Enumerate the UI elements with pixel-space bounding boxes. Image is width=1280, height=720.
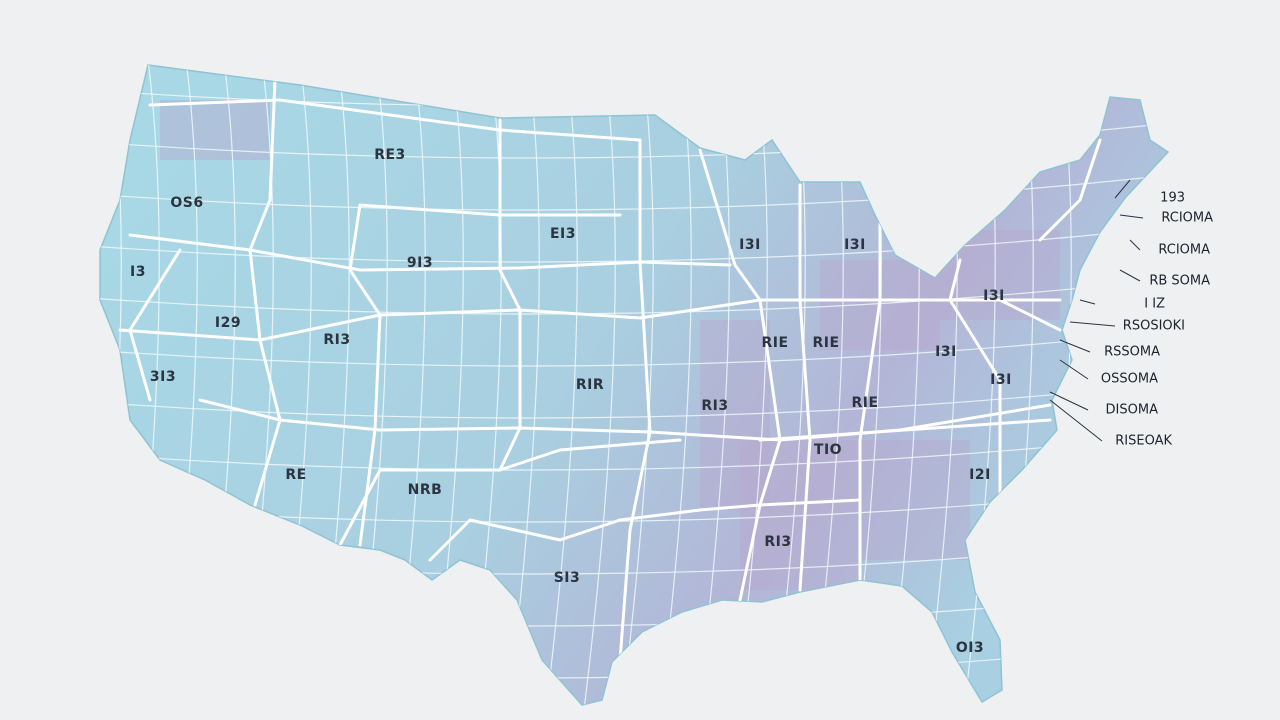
state-border xyxy=(498,118,522,472)
state-label: SI3 xyxy=(554,570,581,586)
region-tint xyxy=(860,440,970,560)
callout-line xyxy=(1069,321,1116,327)
state-label: I3I xyxy=(844,237,866,253)
state-border xyxy=(618,498,862,522)
road-line xyxy=(100,329,1168,367)
callout-line xyxy=(1129,239,1141,251)
callout-label: DISOMA xyxy=(1106,403,1159,418)
callout-line xyxy=(1059,359,1089,380)
road-line xyxy=(100,65,122,705)
labels: RE3 OS6 EI3 9I3 I3I I3I I3 I29 RI3 I3I RIE RIE I3I 3I… xyxy=(130,147,1213,656)
state-label: RIR xyxy=(576,377,604,393)
state-border xyxy=(938,298,1062,332)
road-line xyxy=(100,433,1168,471)
callout-label: RSOSIOKI xyxy=(1123,319,1185,334)
state-label: EI3 xyxy=(550,226,576,242)
state-border xyxy=(948,258,1002,502)
road-line xyxy=(621,65,654,705)
state-label: RI3 xyxy=(323,332,350,348)
state-border xyxy=(128,233,732,272)
state-label: I3I xyxy=(990,372,1012,388)
road-line xyxy=(100,641,1168,679)
state-label: I3I xyxy=(935,344,957,360)
callout-label: I IZ xyxy=(1144,297,1165,312)
callout-label: RCIOMA xyxy=(1161,211,1213,226)
state-border xyxy=(128,248,182,402)
callout-label: RSSOMA xyxy=(1104,345,1160,360)
state-label: NRB xyxy=(408,482,443,498)
state-label: OS6 xyxy=(170,195,203,211)
state-label: RI3 xyxy=(764,534,791,550)
callout-line xyxy=(1119,269,1141,282)
road-line xyxy=(583,65,616,705)
state-border xyxy=(248,78,282,507)
callout-line xyxy=(1119,214,1144,219)
region-tint xyxy=(160,100,270,160)
state-label: I3I xyxy=(739,237,761,253)
callout-label: OSSOMA xyxy=(1101,372,1158,387)
callout-line xyxy=(1059,339,1091,353)
state-label: RI3 xyxy=(701,398,728,414)
state-label: RE3 xyxy=(374,147,406,163)
state-label: I3 xyxy=(130,264,146,280)
state-border xyxy=(758,418,1052,442)
callout-label: RB SOMA xyxy=(1149,274,1210,289)
state-label: RE xyxy=(285,467,306,483)
state-label: I2I xyxy=(969,467,991,483)
state-label: I3I xyxy=(983,288,1005,304)
callout-lines xyxy=(1049,179,1144,442)
callout-line xyxy=(1079,299,1096,305)
callout-line xyxy=(1114,179,1131,199)
callout-line xyxy=(1049,399,1103,442)
road-line xyxy=(100,225,1168,263)
state-label: RIE xyxy=(812,335,839,351)
state-label: RIE xyxy=(761,335,788,351)
callout-label: 193 xyxy=(1160,191,1185,206)
callout-line xyxy=(1049,391,1089,411)
callout-label: RCIOMA xyxy=(1158,243,1210,258)
state-label: I29 xyxy=(215,315,241,331)
road-line xyxy=(507,65,540,705)
state-label: 9I3 xyxy=(407,255,433,271)
state-border xyxy=(858,218,882,582)
callout-label: RISEOAK xyxy=(1115,434,1172,449)
state-label: RIE xyxy=(851,395,878,411)
road-line xyxy=(545,65,578,705)
state-label: 3I3 xyxy=(150,369,176,385)
state-label: TIO xyxy=(814,442,842,458)
state-label: OI3 xyxy=(956,640,984,656)
state-border xyxy=(148,98,642,142)
road-line xyxy=(100,381,1168,419)
state-border xyxy=(1038,138,1102,242)
road-line xyxy=(100,277,1168,315)
